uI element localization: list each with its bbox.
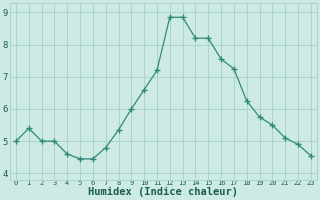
X-axis label: Humidex (Indice chaleur): Humidex (Indice chaleur) [88,187,238,197]
